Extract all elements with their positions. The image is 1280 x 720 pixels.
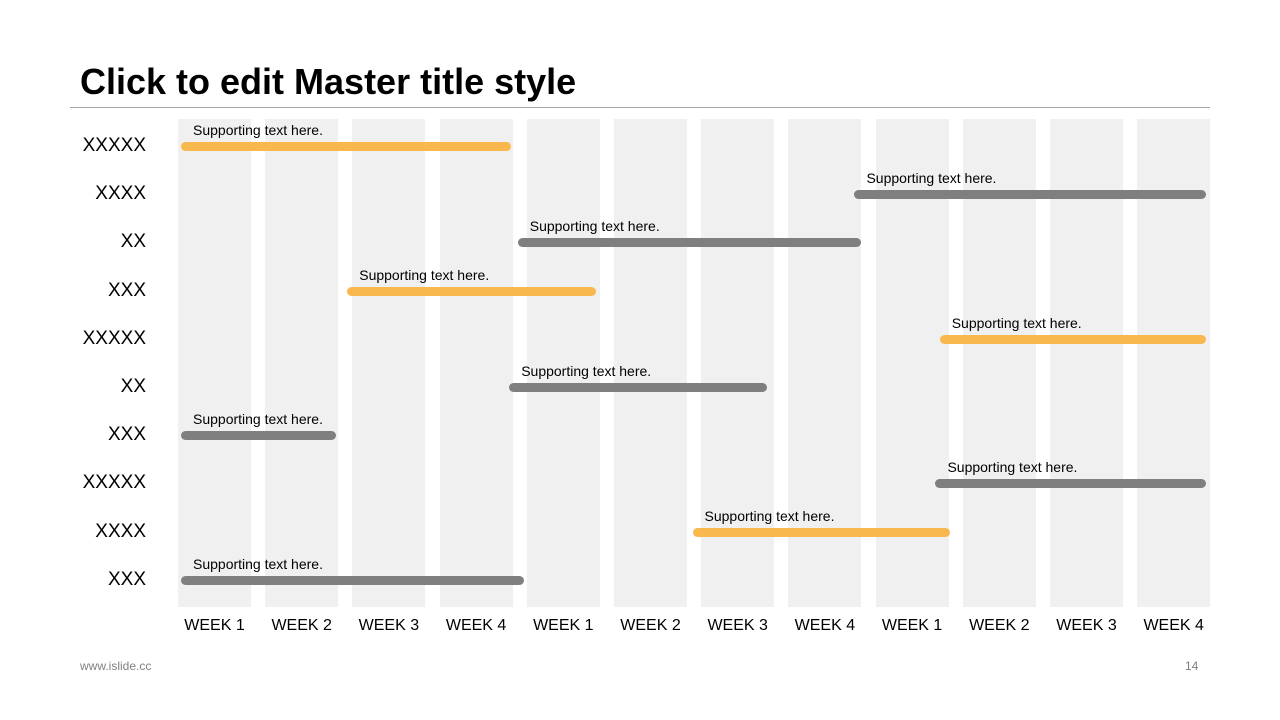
task-bar[interactable] bbox=[517, 238, 861, 248]
task-supporting-text[interactable]: Supporting text here. bbox=[193, 122, 323, 138]
week-column bbox=[1137, 119, 1211, 607]
week-column bbox=[788, 119, 862, 607]
week-column bbox=[265, 119, 339, 607]
task-bar[interactable] bbox=[181, 142, 512, 151]
task-supporting-text[interactable]: Supporting text here. bbox=[951, 314, 1082, 331]
task-supporting-text[interactable]: Supporting text here. bbox=[947, 459, 1078, 476]
week-column bbox=[614, 119, 687, 607]
task-supporting-text[interactable]: Supporting text here. bbox=[529, 218, 660, 235]
task-bar[interactable] bbox=[181, 431, 337, 441]
row-label: XXX bbox=[107, 568, 146, 590]
week-label: WEEK 1 bbox=[533, 617, 594, 634]
week-label: WEEK 3 bbox=[358, 617, 420, 634]
week-label: WEEK 4 bbox=[445, 617, 507, 634]
row-label: XX bbox=[120, 231, 146, 253]
week-label: WEEK 2 bbox=[969, 617, 1030, 634]
week-label: WEEK 3 bbox=[707, 617, 768, 634]
week-label: WEEK 4 bbox=[1143, 617, 1204, 634]
task-supporting-text[interactable]: Supporting text here. bbox=[359, 266, 490, 283]
row-label: XXX bbox=[107, 279, 146, 301]
task-bar[interactable] bbox=[181, 575, 524, 585]
task-supporting-text[interactable]: Supporting text here. bbox=[866, 170, 997, 187]
row-label: XXXXX bbox=[82, 472, 146, 494]
row-label: XXXX bbox=[95, 183, 146, 205]
task-supporting-text[interactable]: Supporting text here. bbox=[193, 411, 323, 428]
task-bar[interactable] bbox=[509, 383, 767, 392]
week-column bbox=[701, 119, 775, 607]
week-column bbox=[1050, 119, 1123, 607]
task-bar[interactable] bbox=[939, 334, 1206, 344]
task-bar[interactable] bbox=[935, 479, 1206, 489]
task-supporting-text[interactable]: Supporting text here. bbox=[521, 363, 652, 379]
task-bar[interactable] bbox=[692, 527, 951, 537]
week-label: WEEK 2 bbox=[620, 617, 681, 634]
week-label: WEEK 2 bbox=[271, 617, 332, 634]
slide-title[interactable]: Click to edit Master title style bbox=[80, 61, 577, 102]
week-column bbox=[352, 119, 426, 607]
row-label: XXXXX bbox=[82, 327, 146, 349]
row-label: XXXX bbox=[95, 520, 146, 542]
week-column bbox=[962, 119, 1036, 607]
page-number: 14 bbox=[1185, 659, 1199, 673]
week-label: WEEK 4 bbox=[794, 617, 856, 634]
week-column bbox=[875, 119, 949, 607]
week-label: WEEK 1 bbox=[184, 617, 245, 634]
task-supporting-text[interactable]: Supporting text here. bbox=[193, 555, 323, 572]
row-label: XX bbox=[120, 376, 146, 397]
row-label: XXX bbox=[107, 424, 146, 446]
footer-url: www.islide.cc bbox=[80, 659, 152, 673]
task-bar[interactable] bbox=[854, 190, 1206, 200]
week-column bbox=[439, 119, 513, 607]
task-bar[interactable] bbox=[347, 286, 597, 296]
task-supporting-text[interactable]: Supporting text here. bbox=[704, 507, 835, 524]
row-label: XXXXX bbox=[82, 135, 146, 156]
week-column bbox=[526, 119, 600, 607]
week-column bbox=[178, 119, 251, 607]
week-label: WEEK 1 bbox=[881, 617, 943, 634]
week-label: WEEK 3 bbox=[1056, 617, 1117, 634]
title-divider bbox=[70, 107, 1210, 108]
